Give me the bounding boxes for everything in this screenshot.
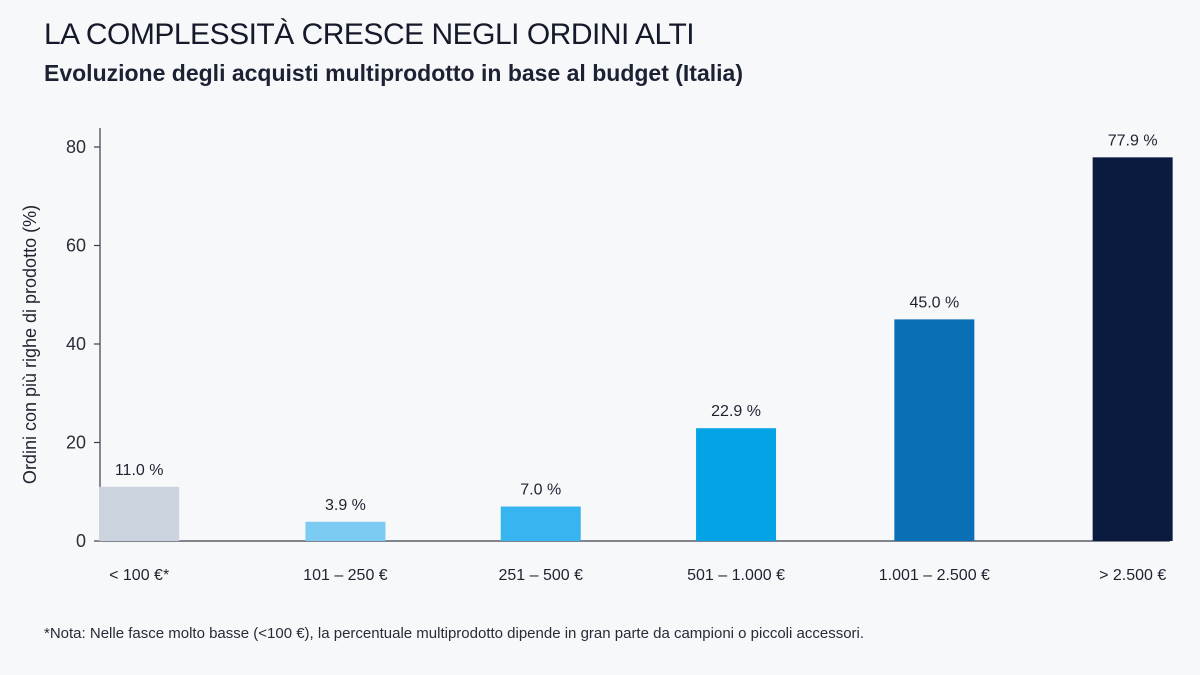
category-label: 251 – 500 € bbox=[498, 567, 583, 584]
chart-title: LA COMPLESSITÀ CRESCE NEGLI ORDINI ALTI bbox=[44, 18, 695, 51]
data-label: 3.9 % bbox=[325, 497, 366, 514]
y-tick-label: 20 bbox=[66, 433, 86, 453]
chart-axes: 0 20 40 60 80 Ordini con più righe di prodott… bbox=[20, 128, 1170, 551]
bar bbox=[696, 428, 777, 541]
data-label: 11.0 % bbox=[115, 462, 164, 479]
data-label: 7.0 % bbox=[520, 482, 561, 499]
bar bbox=[500, 506, 581, 541]
bar bbox=[99, 486, 180, 541]
category-label: > 2.500 € bbox=[1099, 567, 1166, 584]
y-tick-label: 40 bbox=[66, 334, 86, 354]
chart-bars bbox=[99, 157, 1173, 541]
bar bbox=[1092, 157, 1173, 541]
chart-subtitle: Evoluzione degli acquisti multiprodotto … bbox=[44, 60, 743, 86]
data-label: 45.0 % bbox=[909, 294, 959, 311]
y-tick-label: 0 bbox=[76, 531, 86, 551]
bar bbox=[305, 521, 386, 541]
category-label: 101 – 250 € bbox=[303, 567, 388, 584]
y-tick-label: 60 bbox=[66, 236, 86, 256]
data-label: 77.9 % bbox=[1108, 132, 1158, 149]
chart-labels: 11.0 % < 100 €* 3.9 % 101 – 250 € 7.0 % 251 –… bbox=[109, 132, 1166, 584]
y-axis-label: Ordini con più righe di prodotto (%) bbox=[20, 205, 40, 484]
category-label: 1.001 – 2.500 € bbox=[879, 567, 990, 584]
category-label: < 100 €* bbox=[109, 567, 169, 584]
data-label: 22.9 % bbox=[711, 403, 761, 420]
category-label: 501 – 1.000 € bbox=[687, 567, 785, 584]
bar bbox=[894, 319, 975, 541]
footnote: *Nota: Nelle fasce molto basse (<100 €),… bbox=[44, 625, 865, 642]
y-tick-label: 80 bbox=[66, 137, 86, 157]
